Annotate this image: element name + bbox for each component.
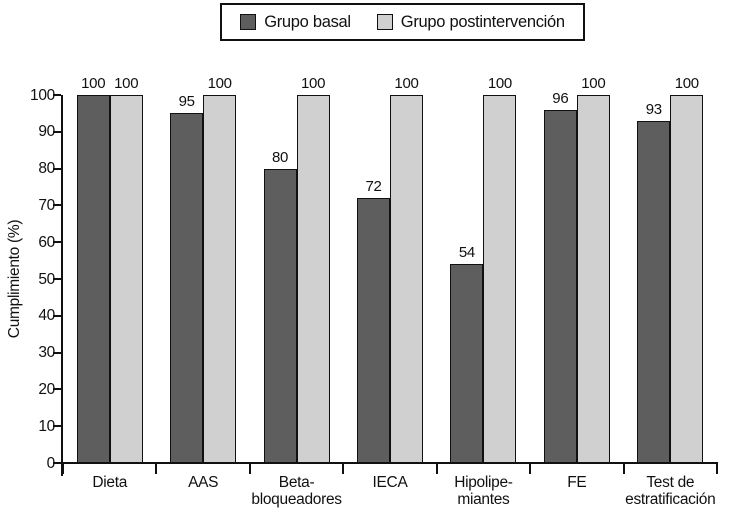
- y-tick-label: 70: [38, 196, 55, 214]
- bar-segment: [450, 264, 484, 463]
- y-tick-mark: [53, 167, 61, 170]
- x-axis-line: [61, 462, 718, 464]
- legend-item-grupo-basal: Grupo basal: [240, 14, 351, 31]
- x-tick-mark: [248, 463, 251, 474]
- x-tick-mark: [622, 463, 625, 474]
- bar-value-label: 100: [394, 75, 419, 92]
- y-tick-mark: [53, 278, 61, 280]
- bar-segment: [263, 168, 297, 463]
- bar-value-label: 100: [300, 75, 326, 92]
- bar-value-label: 100: [581, 75, 606, 92]
- y-tick-mark: [53, 462, 61, 464]
- bar-segment: [543, 109, 577, 463]
- bar-segment: [637, 120, 671, 463]
- bar-segment: [203, 95, 237, 463]
- y-tick-label: 100: [30, 86, 55, 104]
- legend-label-grupo-basal: Grupo basal: [264, 12, 351, 31]
- y-tick-label: 50: [38, 270, 55, 288]
- legend-swatch-grupo-postintervencion: [376, 14, 393, 30]
- x-tick-mark: [62, 463, 64, 474]
- bar-value-label: 100: [674, 75, 699, 92]
- bar-value-label: 93: [645, 100, 662, 118]
- legend-swatch-grupo-basal: [240, 14, 257, 30]
- bar-segment: [296, 95, 330, 463]
- bar-segment: [170, 113, 204, 463]
- bar-value-label: 100: [114, 75, 139, 92]
- chart-legend: Grupo basal Grupo postintervención: [220, 3, 585, 41]
- y-axis-line: [61, 95, 63, 476]
- legend-label-grupo-postintervencion: Grupo postintervención: [400, 12, 565, 31]
- y-tick-label: 30: [38, 344, 55, 362]
- x-tick-mark: [155, 463, 158, 474]
- bar-value-label: 100: [207, 75, 232, 92]
- bar-segment: [76, 95, 110, 463]
- y-tick-mark: [53, 94, 61, 96]
- bar-segment: [483, 95, 517, 463]
- bar-value-label: 54: [458, 244, 475, 262]
- y-tick-label: 60: [38, 233, 55, 251]
- x-tick-mark: [716, 463, 718, 474]
- y-tick-label: 90: [38, 123, 55, 141]
- x-category-label: FE: [567, 474, 587, 491]
- y-tick-mark: [53, 351, 61, 354]
- x-category-label: Beta- bloqueadores: [251, 474, 342, 509]
- y-tick-label: 80: [38, 160, 55, 178]
- bar-segment: [390, 95, 423, 463]
- bar-value-label: 80: [272, 148, 289, 166]
- y-tick-mark: [53, 425, 61, 428]
- bar-segment: [357, 198, 390, 463]
- y-tick-label: 10: [38, 417, 55, 435]
- y-tick-mark: [53, 130, 61, 133]
- y-tick-mark: [53, 241, 61, 244]
- y-tick-label: 40: [38, 307, 55, 325]
- bar-value-label: 100: [487, 75, 512, 92]
- x-category-label: IECA: [372, 474, 408, 491]
- legend-item-grupo-postintervencion: Grupo postintervención: [376, 12, 565, 31]
- x-category-label: Dieta: [92, 474, 128, 491]
- bar-value-label: 72: [365, 178, 382, 196]
- x-tick-mark: [342, 463, 345, 474]
- y-tick-label: 0: [46, 454, 56, 472]
- y-tick-mark: [53, 314, 61, 317]
- y-tick-mark: [53, 204, 61, 207]
- x-tick-mark: [529, 463, 532, 474]
- bar-value-label: 95: [178, 93, 195, 111]
- x-category-label: Test de estratificación: [625, 474, 716, 509]
- bar-segment: [576, 95, 610, 463]
- y-tick-label: 20: [38, 380, 55, 398]
- y-tick-mark: [53, 388, 61, 391]
- x-category-label: Hipolipe- miantes: [454, 474, 513, 509]
- bar-value-label: 100: [81, 75, 106, 92]
- x-category-label: AAS: [188, 474, 219, 491]
- bar-segment: [670, 95, 704, 463]
- bar-value-label: 96: [552, 89, 569, 107]
- bar-segment: [109, 95, 143, 463]
- x-tick-mark: [435, 463, 438, 474]
